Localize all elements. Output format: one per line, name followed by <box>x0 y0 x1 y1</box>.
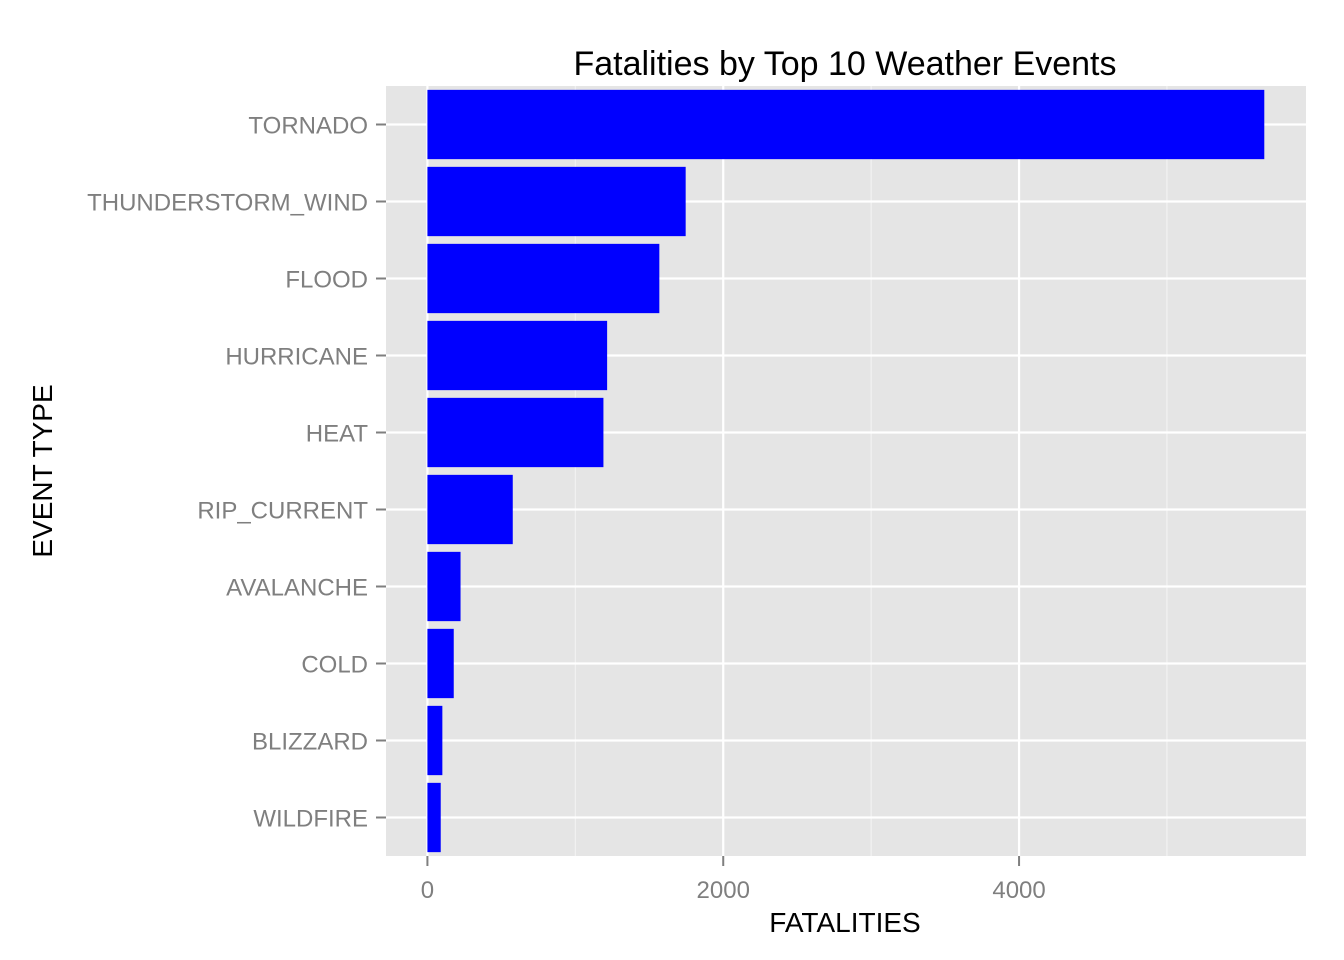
x-tick-label: 4000 <box>992 877 1045 904</box>
chart-title: Fatalities by Top 10 Weather Events <box>573 45 1116 83</box>
y-axis: TORNADO THUNDERSTORM_WIND FLOOD HURRICANE HE… <box>87 113 386 833</box>
y-tick-label: COLD <box>301 652 368 679</box>
y-tick-label: THUNDERSTORM_WIND <box>87 190 368 217</box>
bar <box>427 320 608 391</box>
bar <box>427 782 441 853</box>
y-tick-label: HURRICANE <box>225 344 368 371</box>
x-tick-label: 2000 <box>697 877 750 904</box>
y-tick-label: FLOOD <box>285 267 368 294</box>
y-tick-label: RIP_CURRENT <box>197 498 368 525</box>
bar <box>427 89 1265 160</box>
y-tick-label: BLIZZARD <box>252 729 368 756</box>
y-tick-label: WILDFIRE <box>253 806 368 833</box>
bars <box>427 89 1265 853</box>
y-axis-title: EVENT TYPE <box>27 384 58 557</box>
x-axis-title: FATALITIES <box>769 907 920 938</box>
bar <box>427 705 443 776</box>
bar <box>427 243 660 314</box>
bar <box>427 166 686 237</box>
x-axis: 0 2000 4000 <box>421 856 1046 904</box>
x-tick-label: 0 <box>421 877 434 904</box>
bar <box>427 628 454 699</box>
y-tick-label: TORNADO <box>248 113 368 140</box>
bar <box>427 551 461 622</box>
y-tick-label: HEAT <box>306 421 369 448</box>
y-tick-label: AVALANCHE <box>226 575 368 602</box>
bar <box>427 397 604 468</box>
bar <box>427 474 513 545</box>
